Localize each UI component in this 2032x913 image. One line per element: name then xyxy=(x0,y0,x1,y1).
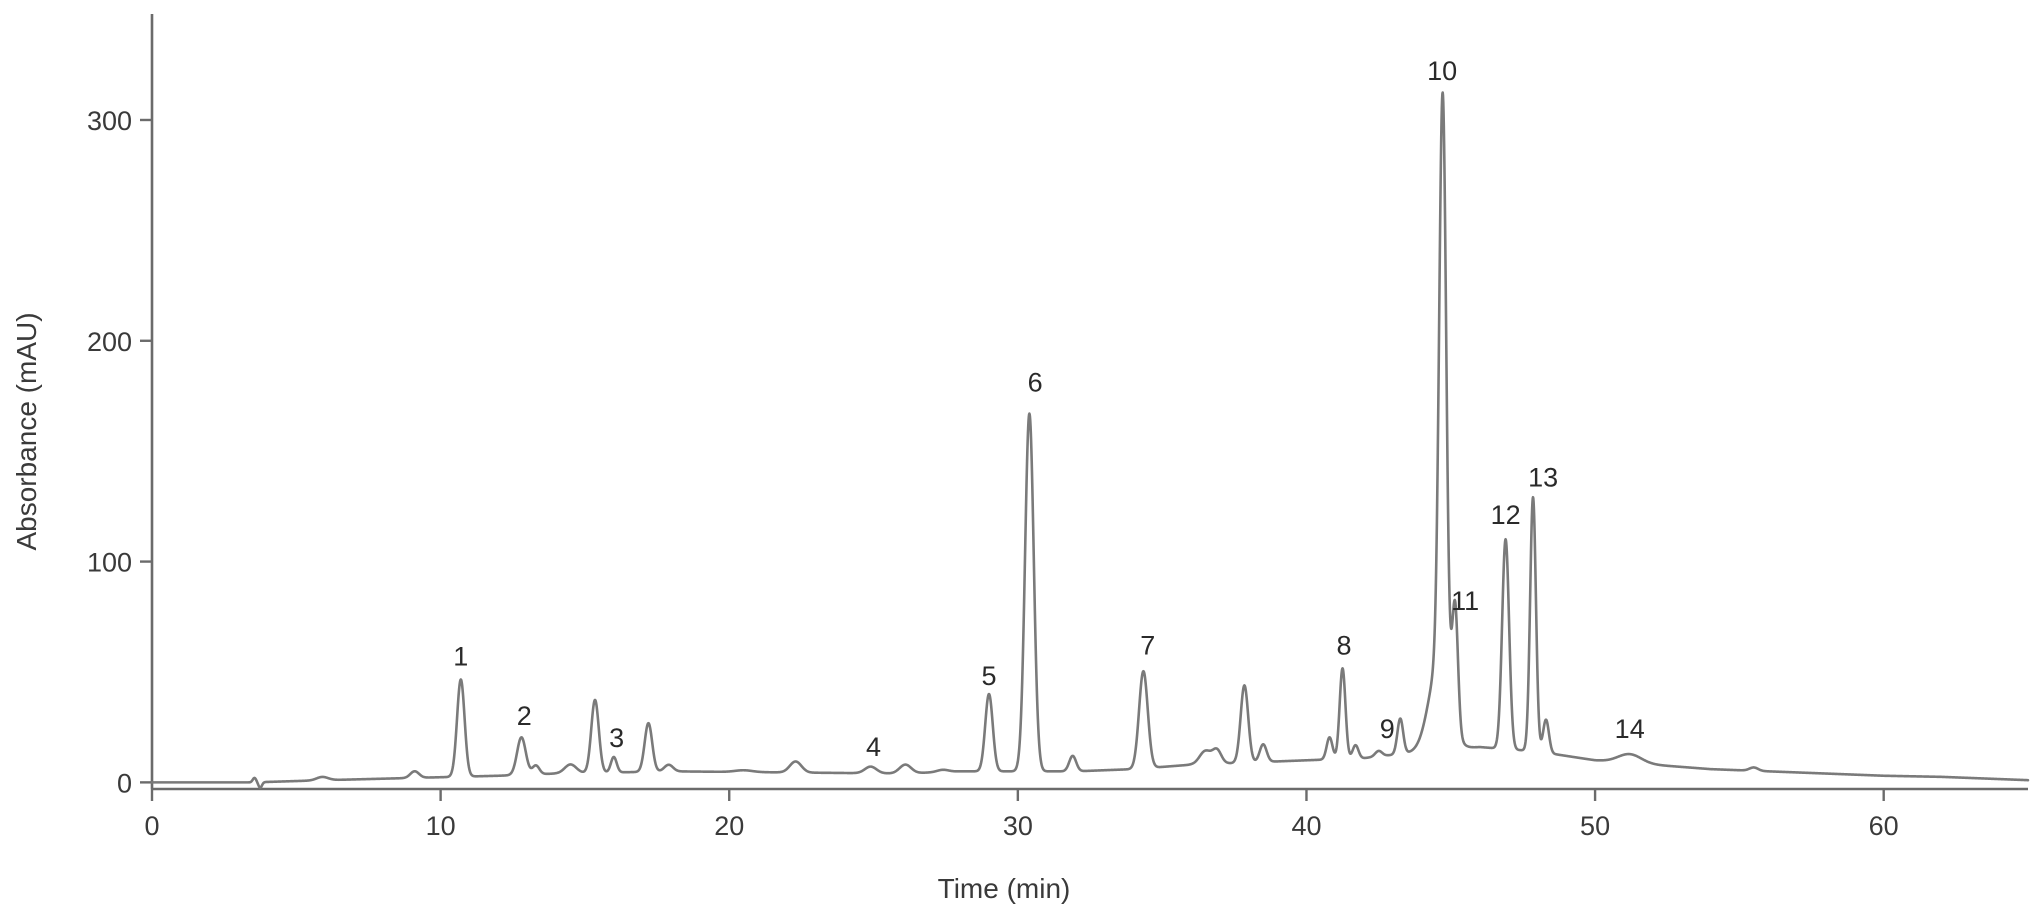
peak-label-1: 1 xyxy=(453,641,468,671)
x-tick-label: 30 xyxy=(1003,811,1033,841)
peak-label-4: 4 xyxy=(866,732,881,762)
x-tick-label: 20 xyxy=(714,811,744,841)
peak-label-8: 8 xyxy=(1336,630,1351,660)
peak-label-11: 11 xyxy=(1451,586,1479,616)
peak-label-14: 14 xyxy=(1615,714,1645,744)
x-tick-label: 50 xyxy=(1580,811,1610,841)
x-tick-label: 40 xyxy=(1291,811,1321,841)
peak-label-10: 10 xyxy=(1427,56,1457,86)
peak-label-7: 7 xyxy=(1140,630,1155,660)
peak-label-13: 13 xyxy=(1528,463,1558,493)
y-tick-label: 0 xyxy=(117,768,132,798)
y-tick-label: 100 xyxy=(87,548,132,578)
peak-label-12: 12 xyxy=(1491,500,1521,530)
x-axis-title: Time (min) xyxy=(938,873,1071,904)
axes xyxy=(150,14,2028,791)
chromatogram-trace xyxy=(150,91,2030,789)
x-axis-ticks: 0 10 20 30 40 50 60 xyxy=(144,789,1899,841)
peak-label-6: 6 xyxy=(1028,368,1043,398)
peak-label-9: 9 xyxy=(1380,714,1395,744)
y-axis-title: Absorbance (mAU) xyxy=(11,312,42,550)
y-tick-label: 300 xyxy=(87,106,132,136)
peak-label-5: 5 xyxy=(981,661,996,691)
peak-label-2: 2 xyxy=(517,701,532,731)
peak-label-3: 3 xyxy=(609,723,624,753)
y-tick-label: 200 xyxy=(87,327,132,357)
x-tick-label: 60 xyxy=(1869,811,1899,841)
x-tick-label: 10 xyxy=(426,811,456,841)
x-tick-label: 0 xyxy=(144,811,159,841)
y-axis-ticks: 0 100 200 300 xyxy=(87,106,152,798)
